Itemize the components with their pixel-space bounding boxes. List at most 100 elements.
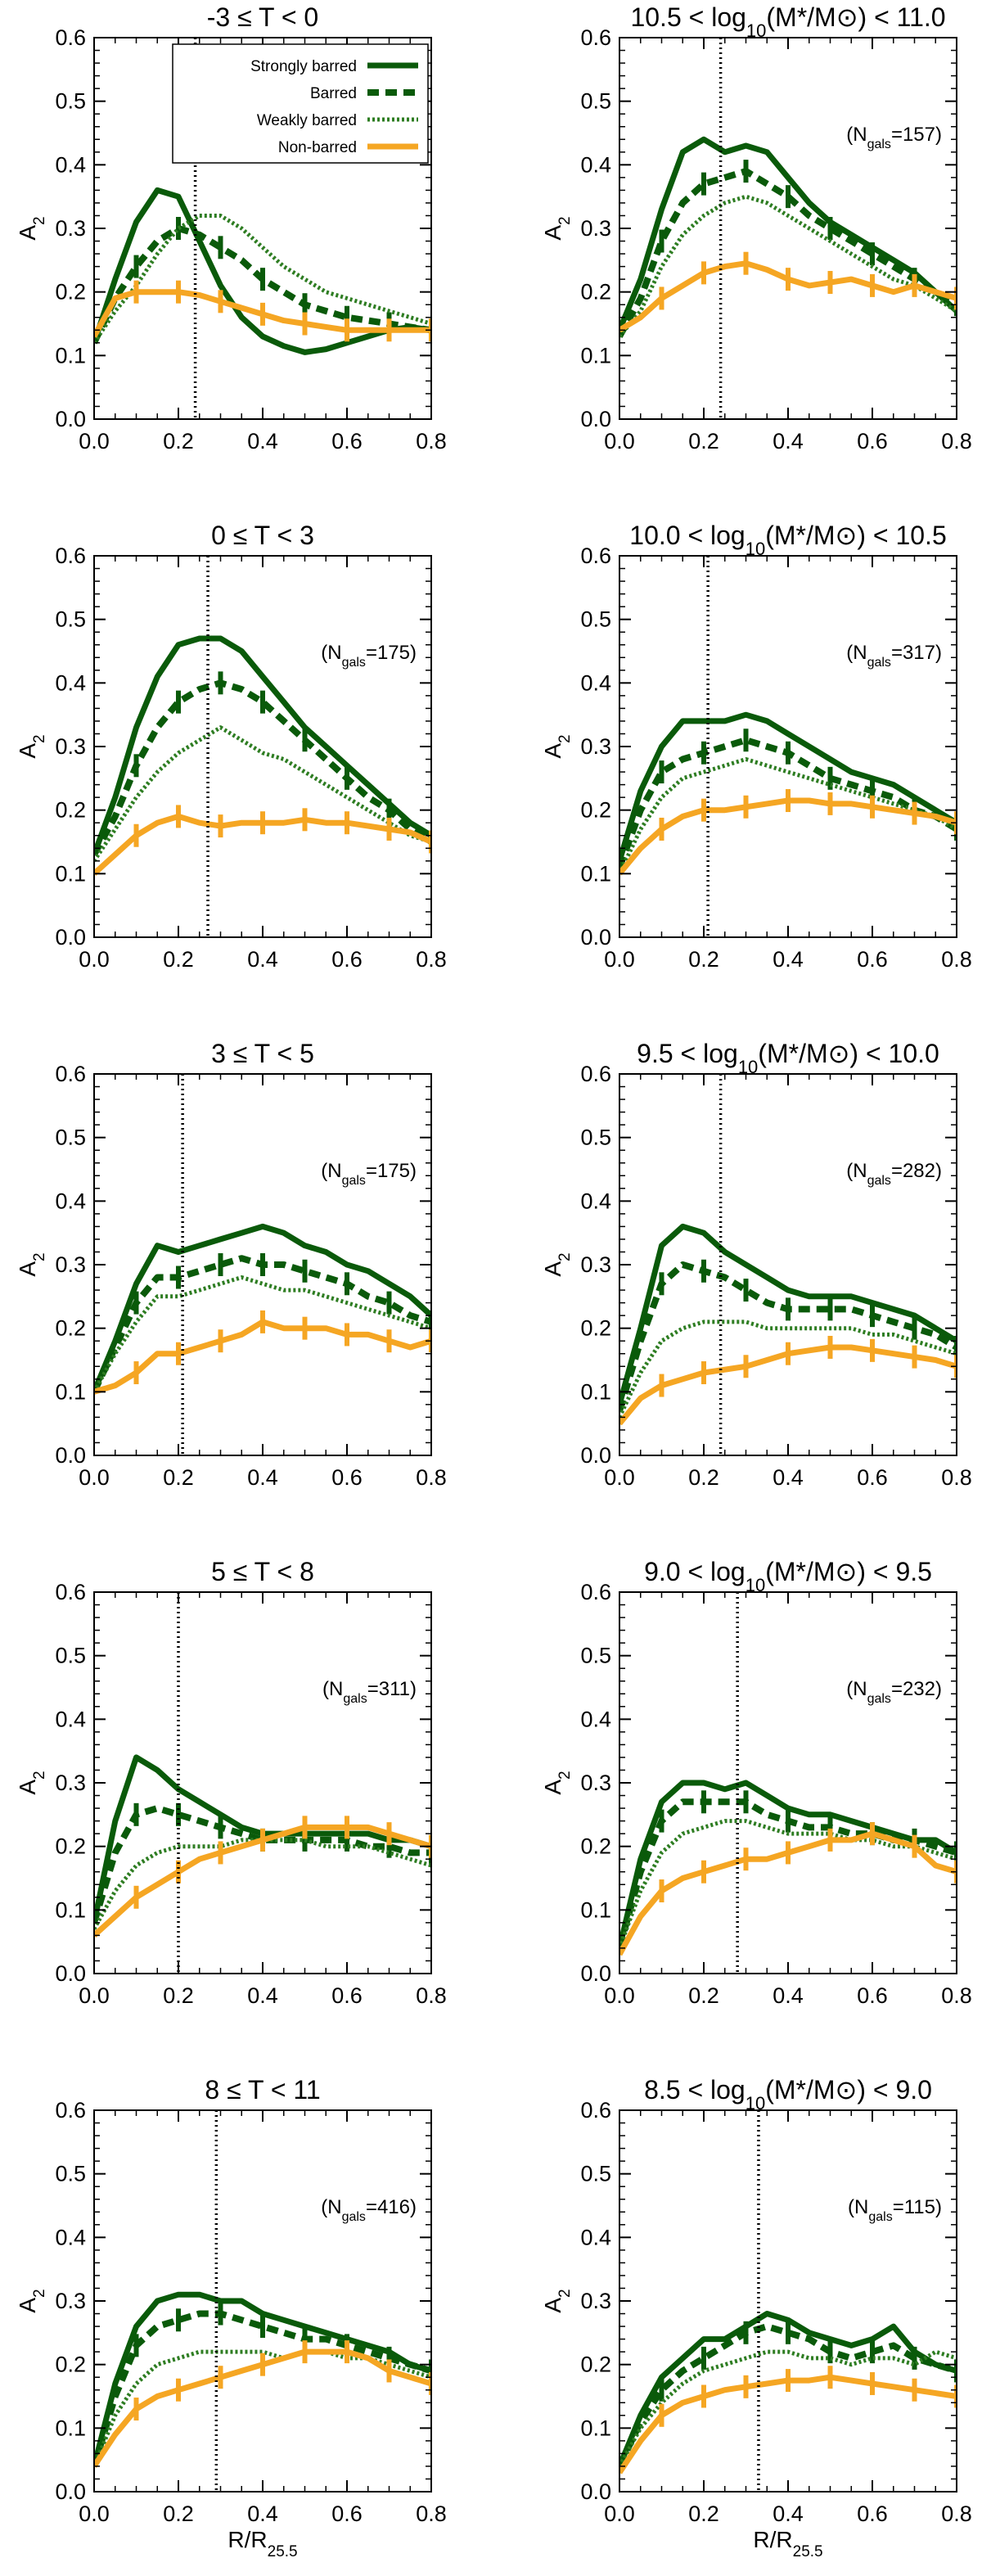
panel-title: 5 ≤ T < 8: [211, 1557, 314, 1586]
y-tick-label: 0.5: [55, 607, 86, 632]
plot-frame: [93, 2109, 432, 2493]
x-tick-label: 0.8: [416, 1983, 447, 2008]
y-tick-label: 0.2: [580, 280, 611, 305]
y-tick-label: 0.6: [55, 1580, 86, 1604]
x-tick-label: 0.6: [331, 2502, 363, 2526]
x-tick-label: 0.0: [79, 2502, 110, 2526]
plot-frame: [93, 1591, 432, 1974]
series-line-barred: [619, 1261, 957, 1412]
y-tick-label: 0.5: [55, 1126, 86, 1150]
x-tick-label: 0.2: [163, 947, 194, 972]
x-tick-label: 0.2: [688, 1983, 719, 2008]
y-tick-label: 0.5: [55, 1644, 86, 1668]
ngals-annotation: (Ngals=232): [846, 1678, 942, 1706]
y-axis-label: A2: [540, 734, 574, 758]
plot-frame: [619, 2109, 957, 2493]
series-line-strong: [619, 1780, 957, 1949]
x-tick-label: 0.0: [79, 1983, 110, 2008]
panel-4: 10.0 < log10(M*/M⊙) < 10.5 0.0 0.1 0.2 0.3 0.…: [540, 521, 972, 972]
x-tick-label: 0.6: [331, 1983, 363, 2008]
x-tick-label: 0.0: [604, 947, 635, 972]
y-tick-label: 0.4: [55, 152, 86, 177]
x-tick-label: 0.0: [604, 1465, 635, 1490]
ngals-annotation: (Ngals=175): [321, 1160, 417, 1188]
y-tick-label: 0.5: [55, 89, 86, 114]
x-tick-label: 0.4: [247, 1983, 278, 2008]
x-tick-label: 0.6: [857, 1983, 888, 2008]
legend-label: Non-barred: [278, 139, 357, 156]
y-axis-label: A2: [540, 1771, 574, 1794]
panel-title: 8.5 < log10(M*/M⊙) < 9.0: [644, 2075, 932, 2114]
y-tick-label: 0.3: [55, 216, 86, 241]
y-tick-label: 0.0: [55, 407, 86, 431]
y-tick-label: 0.4: [580, 152, 611, 177]
series-line-weak: [94, 1275, 431, 1393]
series-line-weak: [94, 725, 431, 863]
y-tick-label: 0.1: [580, 343, 611, 368]
x-tick-label: 0.8: [416, 947, 447, 972]
series-line-weak: [619, 1320, 957, 1419]
y-tick-label: 0.6: [580, 25, 611, 50]
y-tick-label: 0.3: [580, 1252, 611, 1277]
x-tick-label: 0.6: [331, 429, 363, 453]
y-tick-label: 0.2: [580, 2353, 611, 2377]
y-axis-label: A2: [540, 216, 574, 240]
series-line-weak: [94, 1838, 431, 1930]
y-tick-label: 0.6: [55, 2098, 86, 2123]
y-tick-label: 0.4: [55, 1707, 86, 1731]
x-tick-label: 0.6: [857, 947, 888, 972]
y-tick-label: 0.3: [55, 2289, 86, 2313]
x-tick-label: 0.0: [79, 947, 110, 972]
y-tick-label: 0.6: [55, 25, 86, 50]
y-tick-label: 0.2: [55, 280, 86, 305]
y-axis-label: A2: [15, 1771, 48, 1794]
x-tick-label: 0.4: [773, 947, 804, 972]
y-tick-label: 0.4: [55, 1189, 86, 1213]
y-tick-label: 0.0: [580, 2479, 611, 2504]
x-tick-label: 0.4: [247, 947, 278, 972]
ngals-annotation: (Ngals=317): [846, 642, 942, 670]
x-tick-label: 0.0: [604, 2502, 635, 2526]
x-tick-label: 0.0: [604, 429, 635, 453]
series-line-strong: [619, 2311, 957, 2468]
y-tick-label: 0.1: [55, 1897, 86, 1922]
legend-label: Strongly barred: [250, 58, 357, 75]
panel-7: 5 ≤ T < 8 0.0 0.1 0.2 0.3 0.4 0.5 0.6 0.0 0.2 0.4 0…: [15, 1557, 447, 2008]
x-tick-label: 0.0: [604, 1983, 635, 2008]
x-tick-label: 0.4: [773, 429, 804, 453]
x-tick-label: 0.2: [163, 1465, 194, 1490]
ngals-annotation: (Ngals=175): [321, 642, 417, 670]
y-tick-label: 0.5: [580, 1126, 611, 1150]
series-line-weak: [619, 757, 957, 875]
x-tick-label: 0.8: [416, 1465, 447, 1490]
panel-9: 8 ≤ T < 11 0.0 0.1 0.2 0.3 0.4 0.5 0.6 0.0 0.2 0.4…: [15, 2075, 447, 2560]
x-tick-label: 0.6: [331, 947, 363, 972]
series-line-barred: [94, 1805, 431, 1924]
panel-title: 10.0 < log10(M*/M⊙) < 10.5: [629, 521, 946, 559]
y-tick-label: 0.4: [580, 1707, 611, 1731]
y-tick-label: 0.2: [580, 1316, 611, 1341]
y-tick-label: 0.2: [55, 798, 86, 823]
y-tick-label: 0.3: [55, 1252, 86, 1277]
y-tick-label: 0.2: [55, 1834, 86, 1859]
y-tick-label: 0.1: [580, 2416, 611, 2440]
series-line-strong: [94, 1223, 431, 1393]
panel-title: 3 ≤ T < 5: [211, 1039, 314, 1068]
panel-10: 8.5 < log10(M*/M⊙) < 9.0 0.0 0.1 0.2 0.3 0.4 0…: [540, 2075, 972, 2560]
x-axis-label: R/R25.5: [753, 2527, 822, 2560]
y-axis-label: A2: [540, 1252, 574, 1276]
y-tick-label: 0.0: [580, 925, 611, 950]
y-tick-label: 0.2: [55, 1316, 86, 1341]
panel-8: 9.0 < log10(M*/M⊙) < 9.5 0.0 0.1 0.2 0.3 0.4 0…: [540, 1557, 972, 2008]
x-tick-label: 0.2: [163, 429, 194, 453]
y-tick-label: 0.2: [580, 1834, 611, 1859]
y-tick-label: 0.3: [55, 1771, 86, 1795]
y-tick-label: 0.1: [580, 1379, 611, 1404]
x-tick-label: 0.2: [688, 2502, 719, 2526]
x-tick-label: 0.8: [941, 429, 972, 453]
y-tick-label: 0.0: [580, 407, 611, 431]
panel-3: 0 ≤ T < 3 0.0 0.1 0.2 0.3 0.4 0.5 0.6 0.0 0.2 0.4 0…: [15, 521, 447, 972]
x-tick-label: 0.2: [163, 2502, 194, 2526]
y-tick-label: 0.0: [55, 1443, 86, 1468]
